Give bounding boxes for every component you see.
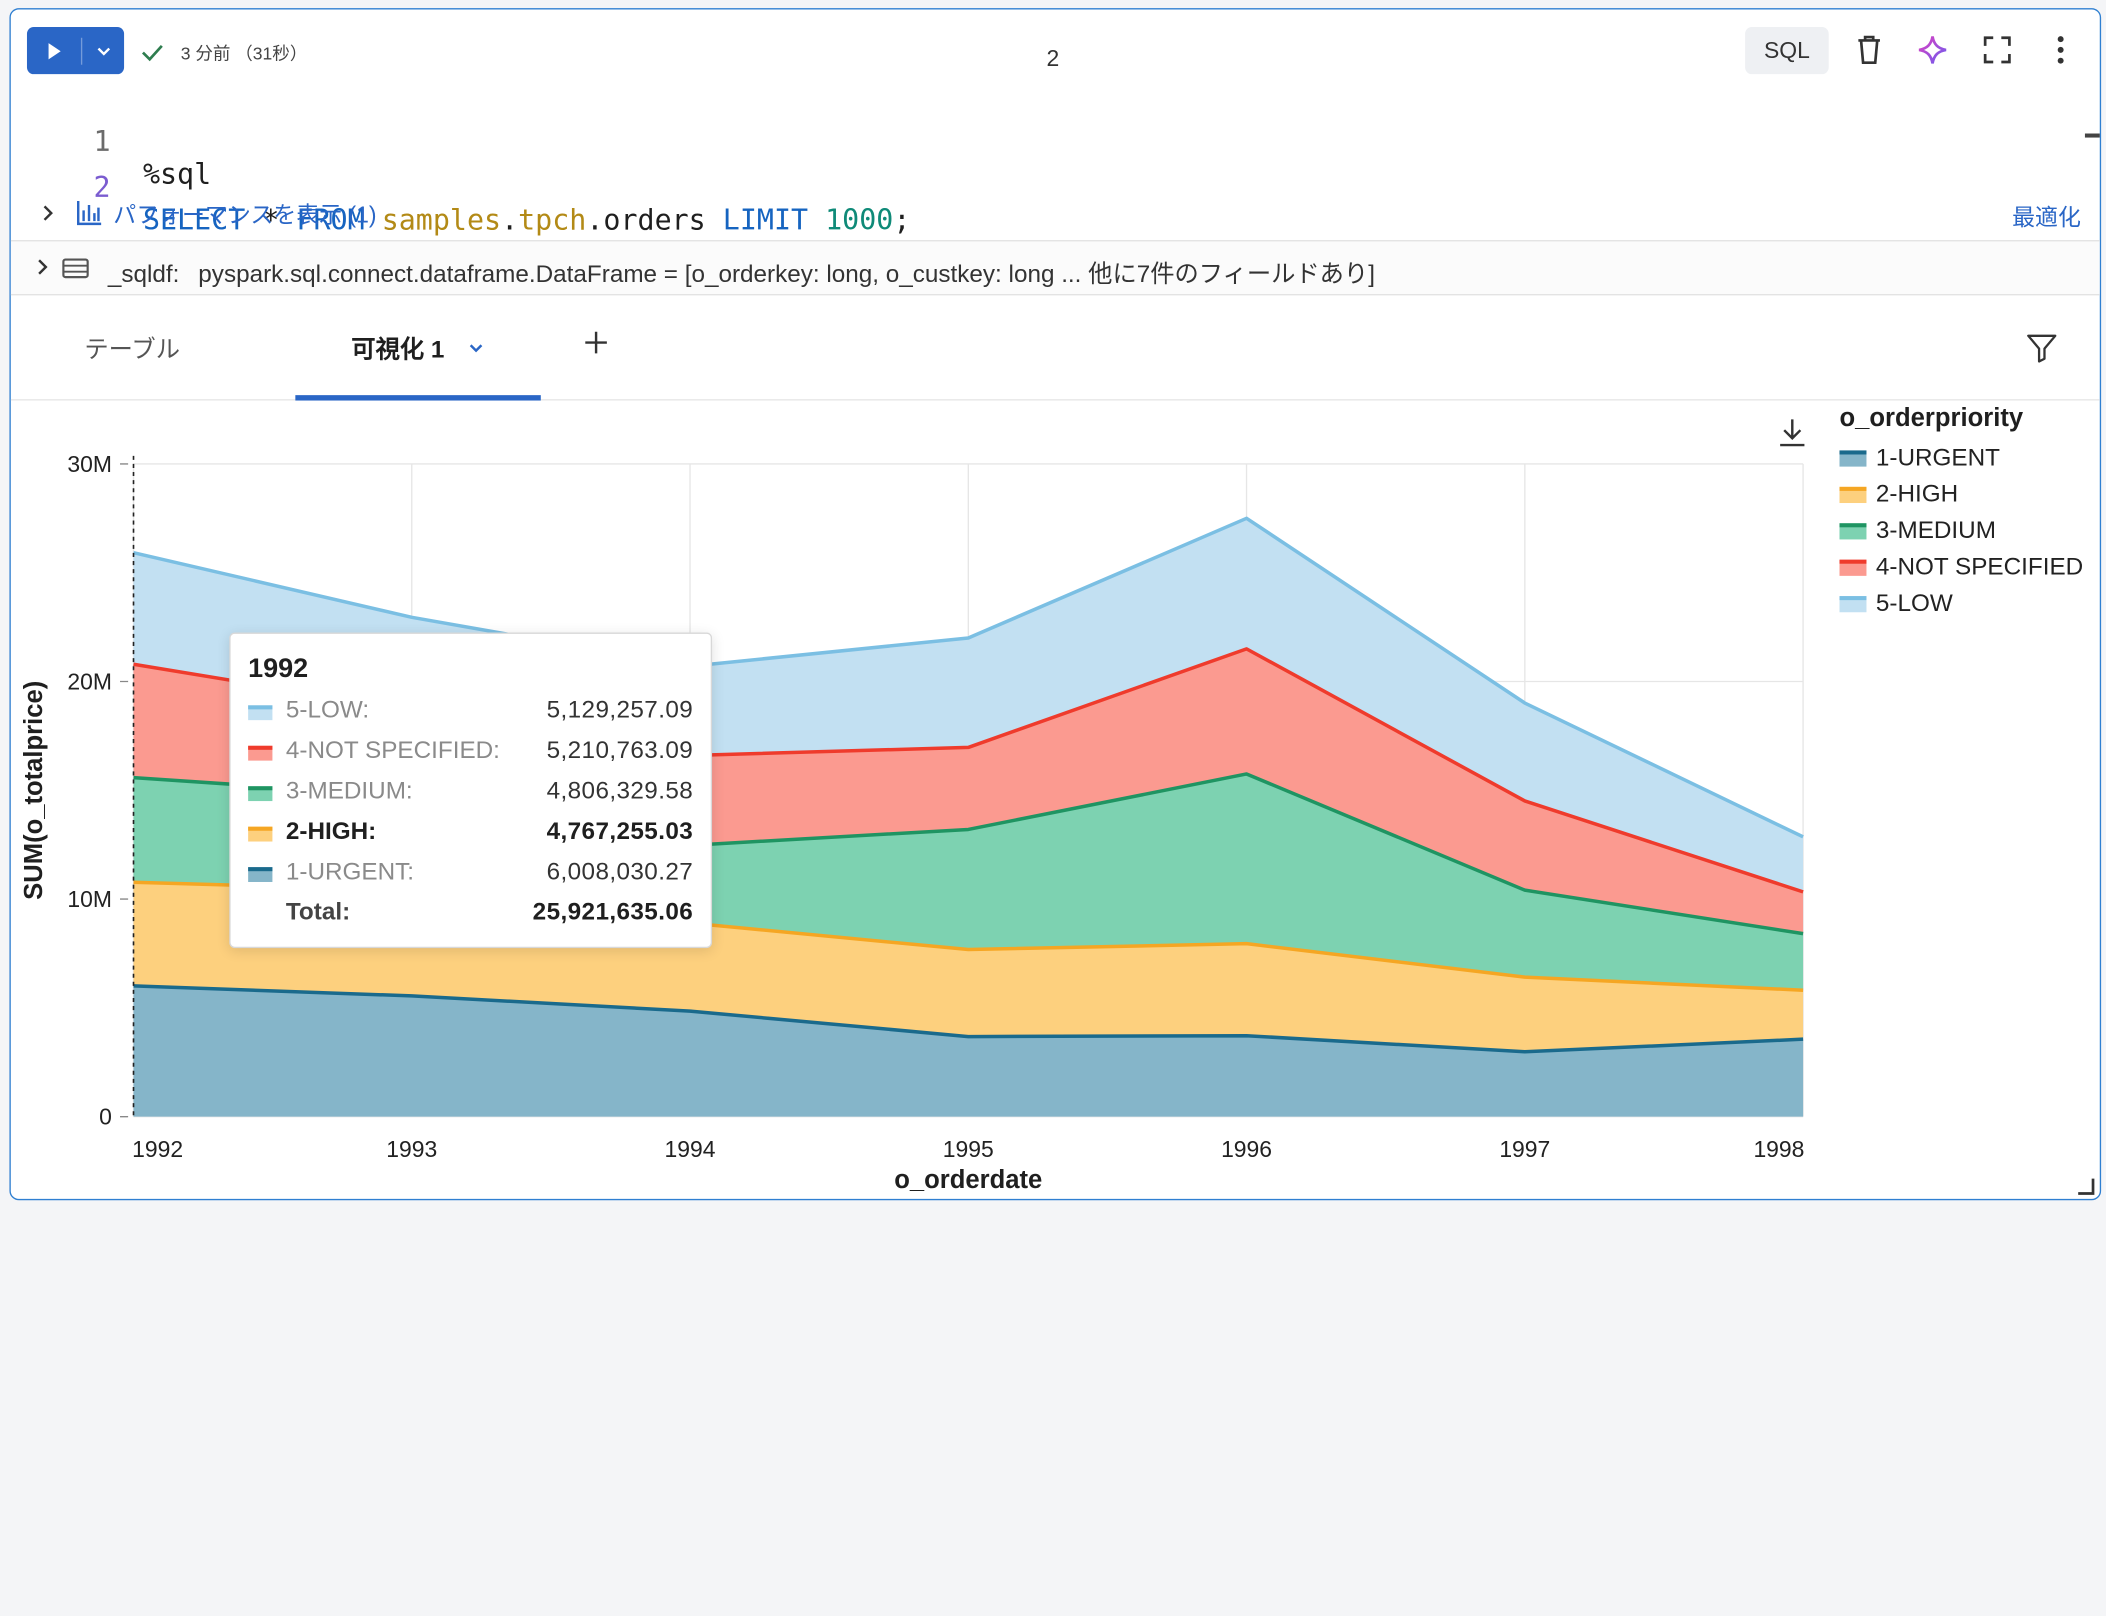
line-number: 2 <box>93 171 111 204</box>
x-tick-label: 1996 <box>1221 1136 1272 1162</box>
filter-button[interactable] <box>2026 332 2058 371</box>
y-tick-label: 30M <box>67 451 112 477</box>
chart-legend: o_orderpriority 1-URGENT 2-HIGH 3-MEDIUM… <box>1839 405 2083 622</box>
tab-visualization-1[interactable]: 可視化 1 <box>295 295 541 401</box>
add-tab-button[interactable] <box>580 328 612 366</box>
chevron-down-icon <box>96 47 110 55</box>
run-status-text: 3 分前 （31秒） <box>180 43 308 64</box>
check-icon <box>141 44 163 61</box>
tooltip-row-not-specified: 4-NOT SPECIFIED: 5,210,763.09 <box>248 736 693 768</box>
legend-swatch <box>1839 558 1867 576</box>
run-options-dropdown[interactable] <box>82 27 124 74</box>
show-performance-toggle[interactable]: パフォーマンスを表示 (1) <box>40 196 376 230</box>
tooltip-title: 1992 <box>248 654 309 684</box>
download-button[interactable] <box>1777 417 1807 456</box>
x-tick-label: 1998 <box>1753 1136 1804 1162</box>
download-icon <box>1780 419 1805 447</box>
code-line-2: 2 SELECT * FROM samples.tpch.orders LIMI… <box>11 139 911 236</box>
legend-item-urgent[interactable]: 1-URGENT <box>1839 440 2083 476</box>
assistant-button[interactable] <box>1911 28 1954 71</box>
x-tick-label: 1995 <box>943 1136 994 1162</box>
run-cell-button[interactable] <box>27 27 81 74</box>
dataframe-schema-text: _sqldf: pyspark.sql.connect.dataframe.Dat… <box>107 260 1375 288</box>
show-performance-label: パフォーマンスを表示 (1) <box>113 202 377 228</box>
code-line-1: 1 %sql <box>11 93 212 190</box>
dataframe-schema-row[interactable]: _sqldf: pyspark.sql.connect.dataframe.Dat… <box>10 240 2100 296</box>
expand-icon <box>1983 36 2011 64</box>
tooltip-row-low: 5-LOW: 5,129,257.09 <box>248 696 693 728</box>
run-status: 3 分前 （31秒） <box>140 39 307 65</box>
chevron-right-icon <box>43 204 53 221</box>
chevron-down-icon <box>469 344 482 353</box>
line-5-low <box>133 516 1804 839</box>
table-icon <box>62 258 89 279</box>
bar-chart-icon <box>77 200 102 225</box>
legend-swatch <box>1839 486 1867 503</box>
visualization-panel: 0 10M 20M 30M 1992 1993 1994 1995 1996 1997 1998 o_… <box>11 401 2100 1199</box>
active-tab-indicator <box>295 395 541 401</box>
x-tick-label: 1997 <box>1499 1136 1550 1162</box>
cell-number: 2 <box>1046 45 1060 72</box>
x-tick-label: 1994 <box>665 1136 716 1162</box>
line-number: 1 <box>93 125 111 158</box>
more-options-button[interactable] <box>2039 28 2082 71</box>
play-icon <box>48 42 61 59</box>
code-text: SELECT * FROM samples.tpch.orders LIMIT … <box>142 203 911 237</box>
optimize-link[interactable]: 最適化 <box>2012 204 2081 231</box>
legend-item-medium[interactable]: 3-MEDIUM <box>1839 512 2083 548</box>
language-selector[interactable]: SQL <box>1745 26 1829 75</box>
legend-swatch <box>1839 522 1867 539</box>
legend-item-not-specified[interactable]: 4-NOT SPECIFIED <box>1839 549 2083 585</box>
y-axis-label: SUM(o_totalprice) <box>20 681 48 900</box>
chevron-right-icon <box>38 259 48 275</box>
fullscreen-button[interactable] <box>1976 28 2019 71</box>
tooltip-row-medium: 3-MEDIUM: 4,806,329.58 <box>248 777 693 809</box>
tooltip-row-urgent: 1-URGENT: 6,008,030.27 <box>248 858 693 890</box>
legend-title: o_orderpriority <box>1839 404 2024 433</box>
tab-table[interactable]: テーブル <box>84 335 180 363</box>
legend-item-high[interactable]: 2-HIGH <box>1839 476 2083 512</box>
legend-swatch <box>1839 595 1867 612</box>
result-tabs: テーブル 可視化 1 <box>10 295 2100 401</box>
tooltip-row-high: 2-HIGH: 4,767,255.03 <box>248 817 693 849</box>
chart-tooltip: 1992 5-LOW: 5,129,257.09 4-NOT SPECIFIED:… <box>229 632 713 949</box>
code-text: %sql <box>142 157 212 191</box>
plus-icon <box>585 331 607 354</box>
y-tick-label: 20M <box>67 669 112 695</box>
resize-handle-icon[interactable] <box>2077 1177 2096 1196</box>
tooltip-row-total: Total: 25,921,635.06 <box>285 898 694 926</box>
y-tick-label: 0 <box>99 1104 112 1130</box>
area-4-not-specified <box>133 648 1804 934</box>
editor-scroll-marker <box>2084 133 2100 138</box>
line-1-urgent <box>133 984 1804 1054</box>
legend-swatch <box>1839 449 1867 466</box>
delete-cell-button[interactable] <box>1848 28 1891 71</box>
x-tick-label: 1993 <box>386 1136 437 1162</box>
run-divider <box>80 37 83 65</box>
legend-item-low[interactable]: 5-LOW <box>1839 585 2083 621</box>
x-tick-label: 1992 <box>132 1136 183 1162</box>
area-1-urgent <box>133 985 1804 1117</box>
filter-icon <box>2027 334 2057 363</box>
x-axis-label: o_orderdate <box>894 1166 1042 1194</box>
run-button-group <box>26 26 125 75</box>
y-tick-label: 10M <box>67 886 112 912</box>
trash-icon <box>1858 35 1880 65</box>
sparkle-icon <box>1918 36 1947 64</box>
kebab-menu-icon <box>2057 36 2064 64</box>
notebook-cell: 3 分前 （31秒） 2 SQL 1 %sql 2 SELEC <box>9 8 2102 1201</box>
